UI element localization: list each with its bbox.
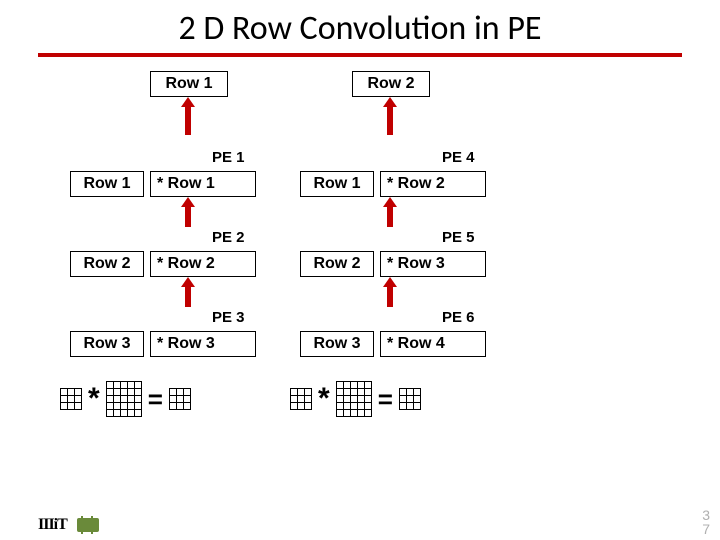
arrow-icon xyxy=(181,97,195,135)
pe-b-text: Row 2 xyxy=(168,255,215,272)
pe-b-text: Row 3 xyxy=(398,255,445,272)
pe-box-a: Row 3 xyxy=(300,331,374,357)
top-box-right: Row 2 xyxy=(352,71,430,97)
pe-box-a: Row 2 xyxy=(70,251,144,277)
footer: IIIiT xyxy=(38,516,99,534)
pe-label: PE 6 xyxy=(442,309,475,326)
output-grid-icon xyxy=(399,388,421,410)
arrow-icon xyxy=(383,97,397,135)
arrow-icon xyxy=(181,197,195,227)
input-grid-icon xyxy=(336,381,372,417)
equation-left: * = xyxy=(60,381,191,417)
page-number: 37 xyxy=(702,508,710,536)
pe-box-b: * Row 3 xyxy=(150,331,256,357)
mit-logo: IIIiT xyxy=(38,516,67,534)
equals-op: = xyxy=(148,386,163,412)
pe-box-b: * Row 2 xyxy=(150,251,256,277)
pe-box-a: Row 1 xyxy=(300,171,374,197)
arrow-icon xyxy=(181,277,195,307)
star-op: * xyxy=(88,384,100,414)
diagram-stage: Row 1 Row 2 PE 1 Row 1 * Row 1 PE 4 Row … xyxy=(70,71,630,471)
equation-right: * = xyxy=(290,381,421,417)
equals-op: = xyxy=(378,386,393,412)
title-underline xyxy=(38,53,682,57)
pe-label: PE 2 xyxy=(212,229,245,246)
arrow-icon xyxy=(383,277,397,307)
pe-box-a: Row 1 xyxy=(70,171,144,197)
slide-title: 2 D Row Convolution in PE xyxy=(0,0,720,53)
pe-label: PE 4 xyxy=(442,149,475,166)
filter-grid-icon xyxy=(290,388,312,410)
pe-b-text: Row 1 xyxy=(168,175,215,192)
chip-icon xyxy=(77,518,99,532)
pe-box-b: * Row 3 xyxy=(380,251,486,277)
pe-b-text: Row 3 xyxy=(168,335,215,352)
pe-label: PE 3 xyxy=(212,309,245,326)
pe-box-a: Row 3 xyxy=(70,331,144,357)
pe-box-b: * Row 1 xyxy=(150,171,256,197)
pe-b-text: Row 2 xyxy=(398,175,445,192)
filter-grid-icon xyxy=(60,388,82,410)
top-box-left: Row 1 xyxy=(150,71,228,97)
pe-box-b: * Row 2 xyxy=(380,171,486,197)
star-op: * xyxy=(318,384,330,414)
input-grid-icon xyxy=(106,381,142,417)
pe-label: PE 5 xyxy=(442,229,475,246)
pe-label: PE 1 xyxy=(212,149,245,166)
pe-box-a: Row 2 xyxy=(300,251,374,277)
arrow-icon xyxy=(383,197,397,227)
pe-box-b: * Row 4 xyxy=(380,331,486,357)
output-grid-icon xyxy=(169,388,191,410)
pe-b-text: Row 4 xyxy=(398,335,445,352)
